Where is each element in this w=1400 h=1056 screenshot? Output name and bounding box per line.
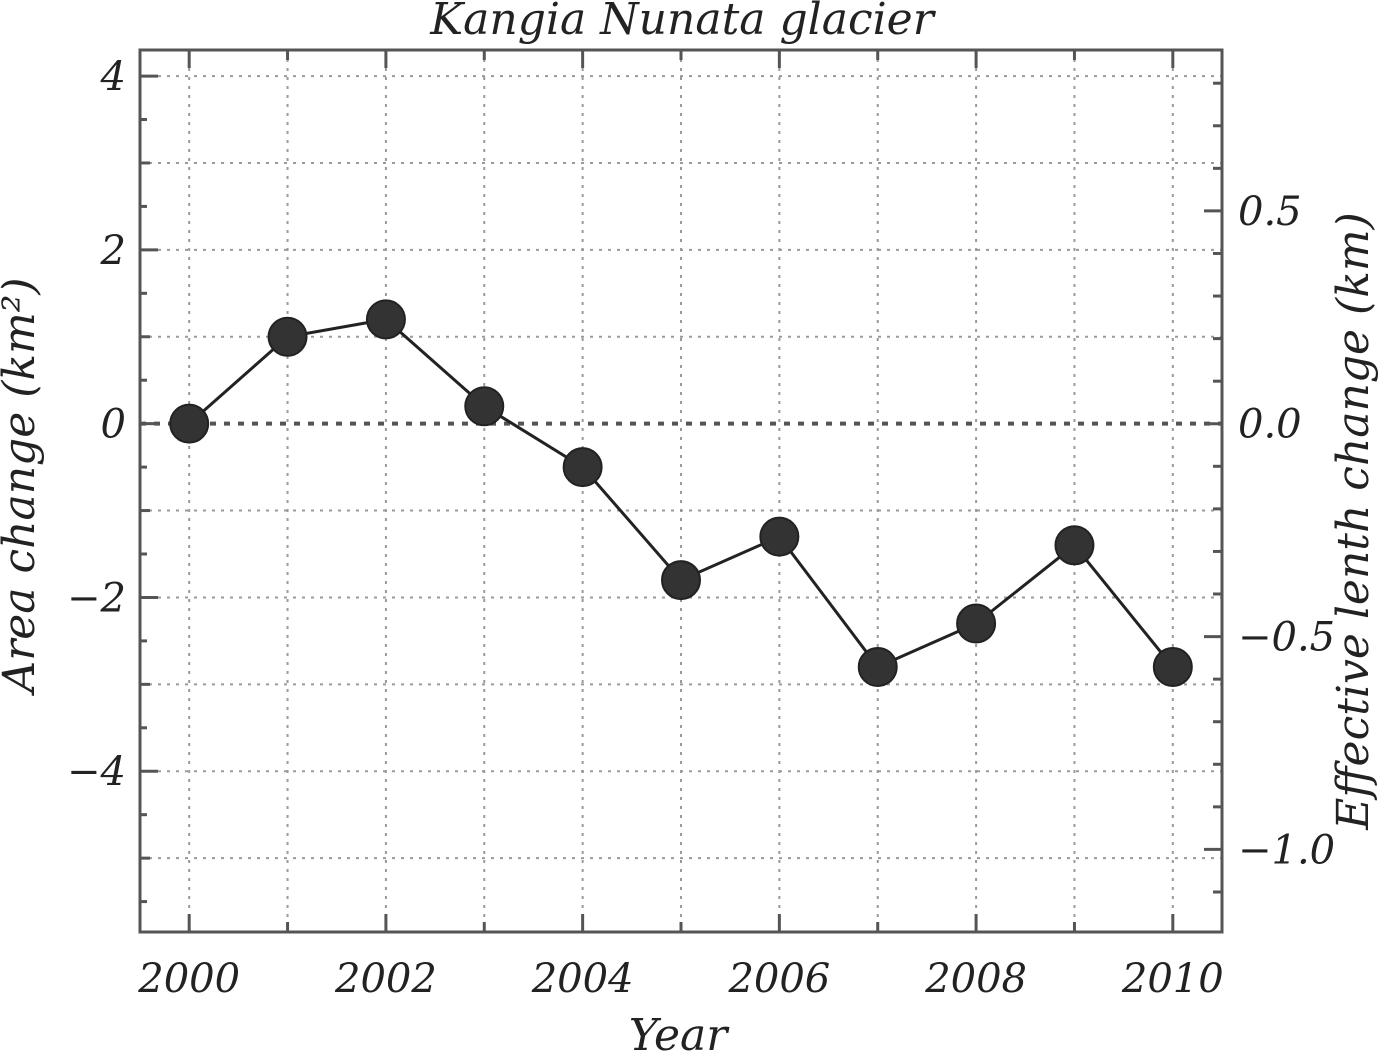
x-tick-label: 2004: [531, 956, 634, 1002]
tick-labels: 2000 2002 2004 2006 2008 2010 4 2 0 −2 −4 0.5 0.0 −0.…: [67, 54, 1335, 1002]
chart-title: Kangia Nunata glacier: [429, 0, 936, 45]
series-group: [169, 299, 1193, 687]
x-tick-label: 2002: [334, 956, 437, 1002]
y-tick-label-right: 0.0: [1238, 402, 1302, 448]
data-point: [464, 386, 505, 427]
axis-ticks: [140, 50, 1222, 932]
y-tick-label-left: 2: [100, 228, 126, 274]
y-tick-label-left: −4: [67, 749, 126, 795]
y-tick-label-right: 0.5: [1238, 189, 1302, 235]
x-axis-title: Year: [629, 1010, 730, 1056]
data-point: [759, 516, 800, 557]
y-tick-label-right: −1.0: [1238, 827, 1335, 873]
data-point: [661, 560, 701, 601]
data-point: [1054, 525, 1095, 566]
y-axis-title-right: Effective lenth change (km): [1328, 212, 1379, 831]
y-tick-label-right: −0.5: [1238, 615, 1335, 661]
data-point: [857, 646, 898, 687]
data-point: [956, 603, 997, 644]
x-tick-label: 2006: [727, 956, 830, 1002]
y-axis-title-left: Area change (km²): [0, 277, 45, 696]
data-point: [1152, 646, 1193, 687]
x-tick-label: 2008: [924, 956, 1027, 1002]
data-point: [267, 316, 308, 357]
y-tick-label-left: 0: [101, 402, 126, 448]
x-tick-label: 2000: [137, 956, 240, 1002]
y-tick-label-left: 4: [100, 54, 126, 100]
y-tick-label-left: −2: [67, 575, 126, 621]
data-point: [169, 403, 210, 444]
grid: [140, 50, 1222, 932]
x-tick-label: 2010: [1121, 956, 1224, 1002]
data-point: [562, 447, 603, 488]
data-point: [365, 299, 406, 340]
